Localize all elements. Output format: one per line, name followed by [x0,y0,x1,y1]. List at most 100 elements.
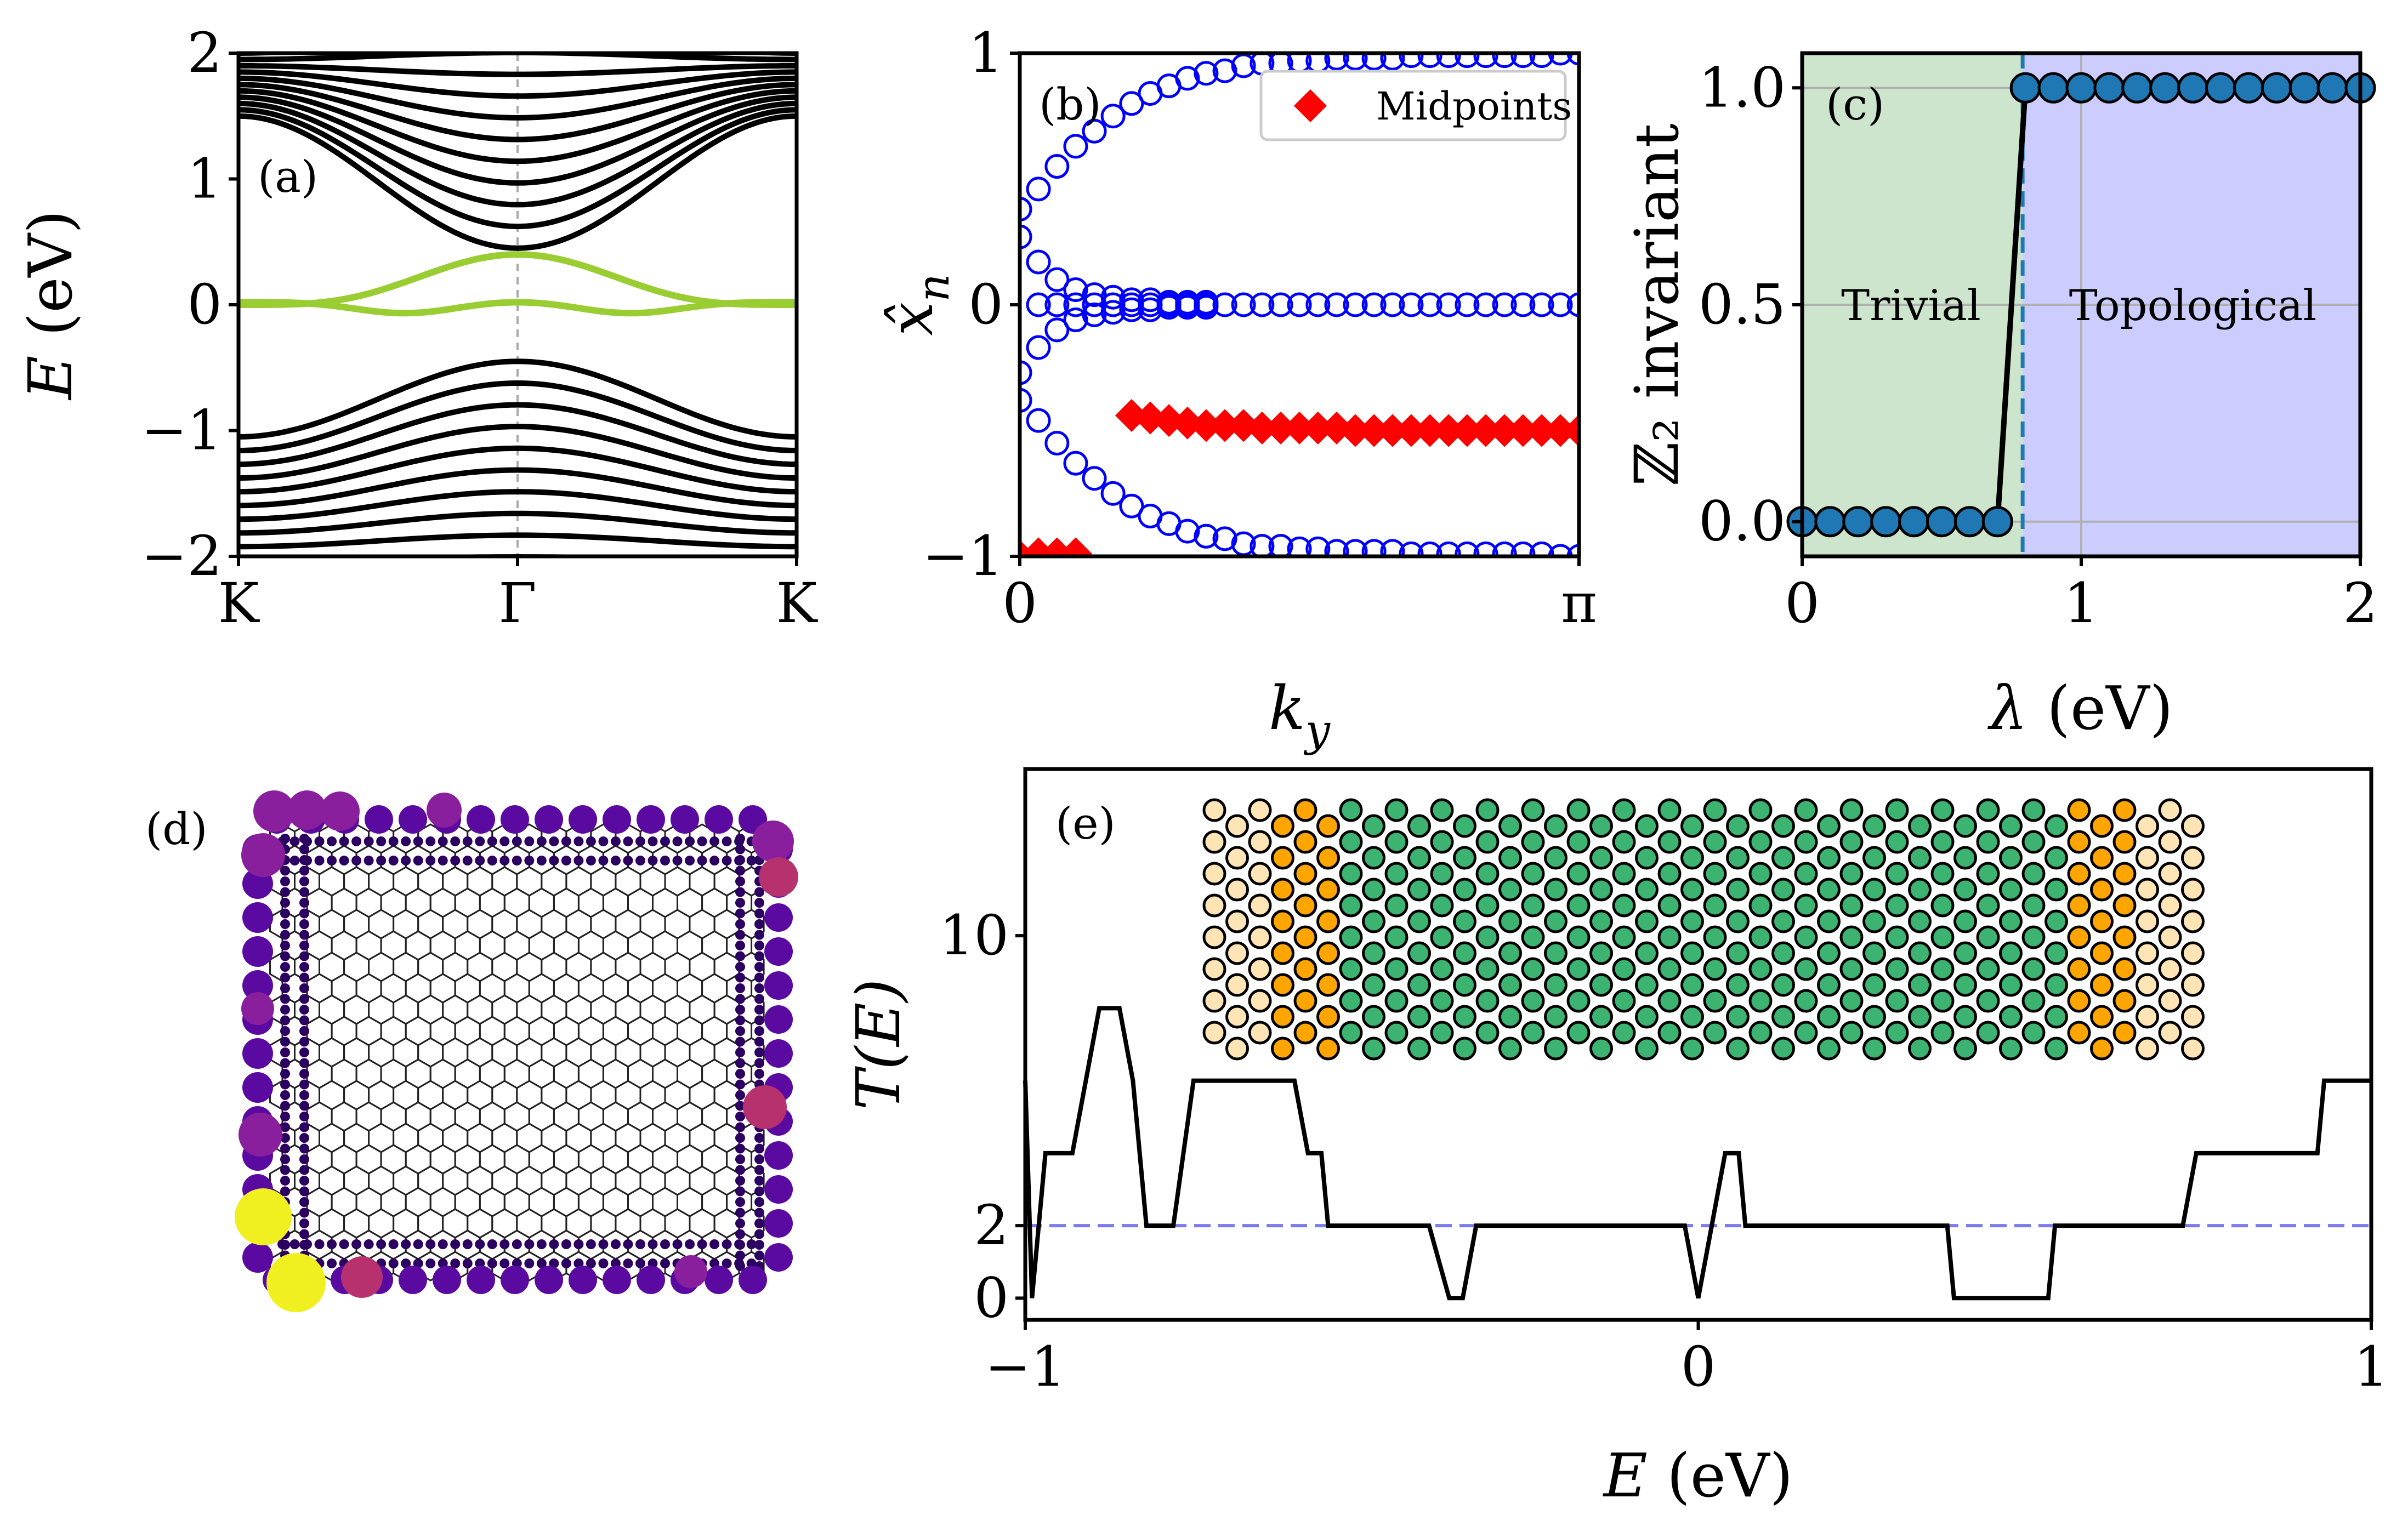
device-site [1953,1005,1977,1029]
valence-band [238,510,797,536]
device-site [1953,941,1977,965]
device-site [1384,925,1409,949]
wannier-center-point [1231,292,1256,317]
device-site [1271,1036,1294,1061]
device-site [1726,941,1750,965]
edge-site-dot [648,836,658,846]
device-site [1612,893,1636,918]
device-site [1908,878,1932,902]
edge-site-dot [280,1240,290,1250]
device-site [1680,909,1704,933]
device-site [1339,862,1363,886]
wannier-center-point [1194,292,1219,317]
edge-site-dot [475,836,485,846]
edge-site-dot [299,972,309,983]
y-tick-label-b: 1 [968,21,1003,85]
device-site [1726,814,1750,838]
device-site [1885,830,1909,854]
midpoint-marker [1544,414,1577,447]
edge-site-dot [388,1258,399,1268]
device-site [1680,1005,1704,1029]
y-axis-label-b-var: x̂ [876,302,946,336]
edge-site-dot [376,836,387,846]
wannier-center-point [1268,292,1293,317]
edge-site-dot [280,1165,290,1175]
edge-state-lower [238,299,797,317]
device-site [1703,925,1727,949]
edge-site-dot [735,898,745,908]
device-site [1862,973,1886,997]
edge-site-dot [697,856,707,865]
device-site [2181,973,2205,997]
edge-site-dot [735,1218,745,1228]
device-site [1612,925,1636,949]
edge-site-dot [573,836,584,846]
device-site [1202,893,1226,918]
conduction-band [238,53,797,56]
device-site [2136,909,2159,933]
device-site [1771,1036,1795,1061]
device-site [2044,973,2068,997]
device-site [2181,846,2205,870]
wannier-center-point [1417,53,1442,69]
y-tick-label-a: 0 [187,272,222,337]
wannier-center-point [1455,292,1480,317]
device-site [1612,830,1636,854]
device-site [1612,798,1636,822]
device-site [1362,941,1385,965]
conduction-band [238,82,797,143]
edge-site-dot [280,1026,290,1036]
edge-site-dot [754,919,764,929]
edge-site-dot [376,856,387,865]
device-site [1999,878,2023,902]
wannier-center-point [1020,388,1032,413]
wannier-center-point [1529,541,1554,556]
edge-site-dot [746,1239,757,1249]
device-site [1293,862,1317,886]
device-site [2021,862,2046,886]
device-site [1839,830,1864,854]
edge-site-dot [709,1239,720,1249]
edge-site-dot [754,994,764,1004]
y-axis-label-a-unit: (eV) [15,210,86,355]
edge-site-dot [722,1239,732,1249]
device-site [1384,989,1409,1013]
y-axis-label-b: x̂n [876,274,959,336]
wannier-center-point [1492,292,1517,317]
device-site [1976,925,2000,949]
edge-site-dot [735,844,745,855]
edge-site-dot [561,836,571,846]
y-tick-label-e: 2 [974,1193,1009,1257]
edge-site-dot [299,876,309,886]
edge-site-dot [499,1258,510,1268]
y-axis-label-a-var: E [15,356,86,401]
edge-site-dot [299,1186,309,1197]
device-site [2021,798,2046,822]
device-site [1339,893,1363,918]
edge-site-dot [754,898,764,908]
z2-marker [2121,72,2153,104]
panel-label-b: (b) [1039,79,1101,130]
wannier-center-point [1119,91,1144,116]
conduction-band [238,100,797,208]
device-site [1589,909,1613,933]
x-tick-label-b: π [1561,571,1597,635]
wannier-center-point [1324,53,1349,71]
wannier-center-point [1175,66,1200,91]
edge-site-dot [425,1239,436,1249]
device-site [1293,830,1317,854]
edge-site-dot [280,1047,290,1057]
boundary-ldos-dot [743,1085,787,1129]
panel-label-a: (a) [258,151,318,202]
edge-site-dot [735,1036,745,1047]
device-site [1407,878,1431,902]
edge-site-dot [280,919,290,929]
edge-site-dot [735,1069,745,1079]
conduction-band [238,113,797,251]
boundary-ldos-dot [739,1266,767,1294]
edge-site-dot [280,941,290,950]
edge-site-dot [339,836,349,846]
edge-site-dot [660,856,671,865]
device-site [2158,862,2182,886]
device-site [1384,893,1409,918]
